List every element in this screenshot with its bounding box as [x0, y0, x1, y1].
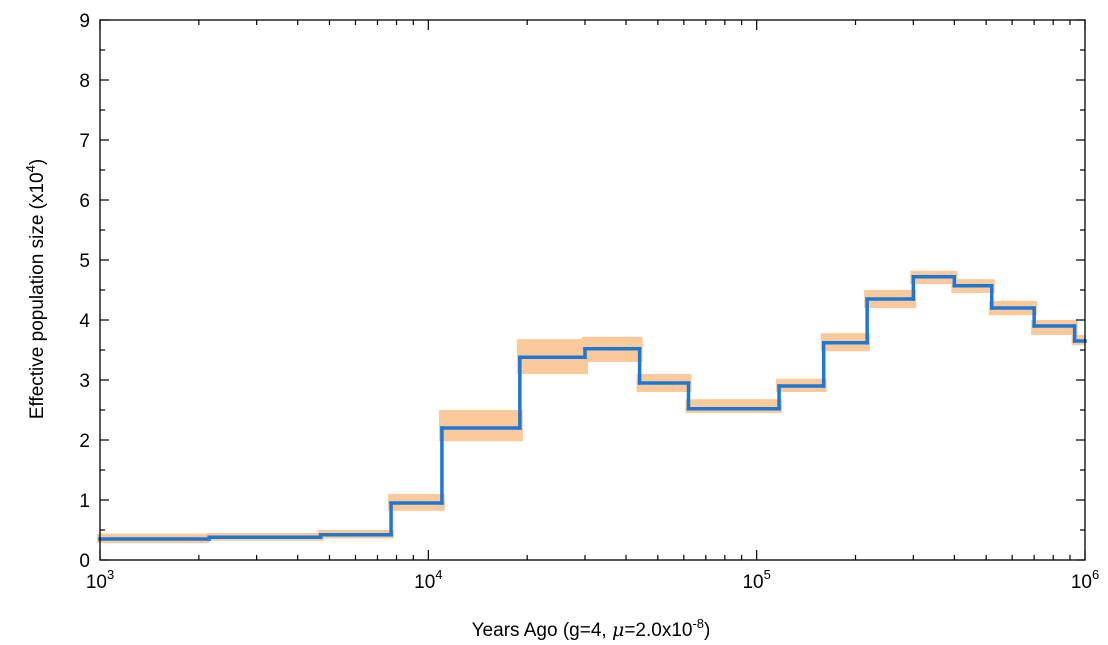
x-tick-label: 105	[742, 567, 770, 593]
x-tick-label: 104	[414, 567, 442, 593]
axis-ticks: 0 1 2 3 4 5 6 7 8 9 103 104 105 106	[79, 11, 1099, 593]
x-tick-label: 106	[1071, 567, 1099, 593]
y-axis-title: Effective population size (x104)	[23, 159, 48, 419]
plot-frame	[99, 19, 1086, 561]
population-series	[98, 275, 1087, 541]
y-tick-label: 7	[79, 131, 90, 152]
band-segment	[438, 410, 523, 442]
y-tick-label: 6	[79, 191, 90, 212]
x-axis-title: Years Ago (g=4, μ=2.0x10-8)	[472, 616, 711, 641]
y-tick-label: 3	[79, 371, 90, 392]
band-segment	[685, 399, 783, 413]
y-tick-label: 1	[79, 491, 90, 512]
x-tick-label: 103	[86, 567, 114, 593]
confidence-band	[97, 270, 1085, 544]
y-tick-label: 9	[79, 11, 90, 32]
y-tick-label: 2	[79, 431, 90, 452]
y-tick-label: 5	[79, 251, 90, 272]
y-tick-label: 8	[79, 71, 90, 92]
y-tick-label: 4	[79, 311, 90, 332]
y-tick-label: 0	[79, 551, 90, 572]
